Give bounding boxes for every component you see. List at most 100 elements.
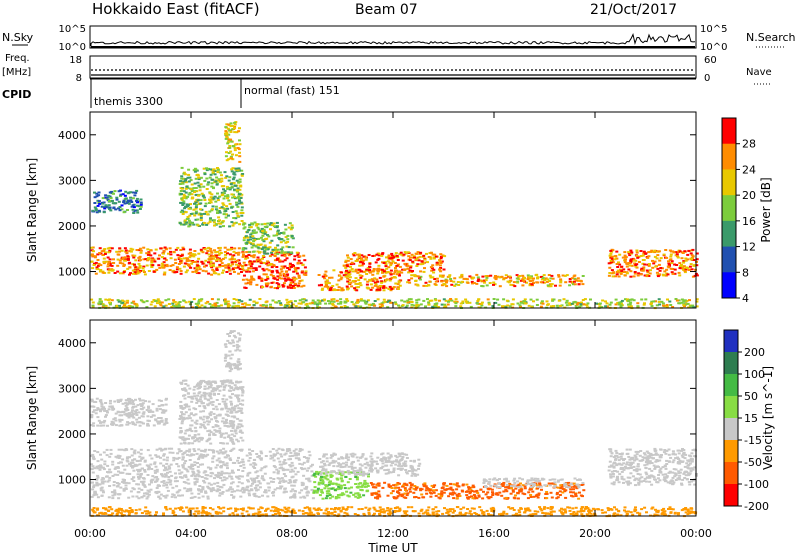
- data-cell: [129, 415, 133, 418]
- data-cell: [194, 177, 198, 180]
- data-cell: [636, 302, 640, 305]
- data-cell: [217, 210, 221, 212]
- data-cell: [339, 298, 343, 301]
- data-cell: [244, 255, 248, 258]
- data-cell: [677, 302, 681, 305]
- data-cell: [271, 250, 275, 253]
- data-cell: [554, 284, 557, 287]
- data-cell: [217, 474, 221, 477]
- data-cell: [226, 141, 230, 144]
- data-cell: [225, 462, 229, 465]
- data-cell: [240, 265, 244, 267]
- data-cell: [535, 298, 539, 301]
- data-cell: [98, 466, 102, 469]
- data-cell: [142, 411, 146, 414]
- data-cell: [488, 282, 492, 284]
- data-cell: [357, 482, 361, 485]
- data-cell: [97, 264, 100, 267]
- data-cell: [257, 275, 261, 278]
- data-cell: [194, 306, 198, 308]
- data-cell: [183, 397, 187, 400]
- data-cell: [207, 272, 211, 275]
- data-cell: [138, 259, 142, 262]
- data-cell: [181, 438, 185, 441]
- data-cell: [175, 463, 179, 465]
- data-cell: [238, 223, 242, 226]
- data-cell: [286, 273, 290, 276]
- data-cell: [427, 303, 431, 306]
- data-cell: [232, 415, 236, 418]
- data-cell: [202, 425, 206, 428]
- data-cell: [365, 269, 369, 272]
- data-cell: [379, 284, 382, 287]
- data-cell: [96, 460, 100, 463]
- data-cell: [154, 248, 158, 251]
- data-cell: [483, 281, 487, 284]
- data-cell: [476, 276, 480, 279]
- data-cell: [163, 264, 167, 267]
- data-cell: [383, 280, 387, 283]
- data-cell: [265, 304, 269, 307]
- data-cell: [275, 251, 279, 254]
- data-cell: [133, 254, 137, 257]
- data-cell: [156, 298, 160, 301]
- data-cell: [246, 486, 249, 489]
- data-cell: [650, 305, 654, 307]
- data-cell: [147, 466, 151, 469]
- data-cell: [118, 304, 121, 307]
- data-cell: [628, 264, 632, 267]
- data-cell: [126, 255, 130, 258]
- data-cell: [233, 147, 237, 150]
- data-cell: [213, 195, 217, 198]
- data-cell: [210, 471, 214, 474]
- data-cell: [111, 199, 114, 202]
- data-cell: [277, 237, 281, 239]
- data-cell: [121, 193, 125, 196]
- data-cell: [181, 177, 185, 180]
- data-cell: [516, 302, 520, 305]
- data-cell: [476, 280, 480, 282]
- data-cell: [105, 454, 109, 457]
- data-cell: [441, 274, 445, 277]
- data-cell: [152, 299, 156, 301]
- data-cell: [647, 255, 651, 258]
- data-cell: [211, 268, 215, 271]
- data-cell: [233, 188, 236, 191]
- data-cell: [386, 271, 390, 273]
- data-cell: [99, 401, 103, 404]
- data-cell: [352, 303, 356, 306]
- data-cell: [135, 249, 139, 251]
- data-cell: [664, 305, 668, 308]
- data-cell: [215, 408, 219, 411]
- data-cell: [343, 487, 347, 490]
- data-cell: [212, 168, 216, 171]
- data-cell: [237, 195, 241, 198]
- data-cell: [117, 470, 120, 473]
- data-cell: [149, 488, 153, 491]
- data-cell: [228, 475, 232, 478]
- data-cell: [219, 222, 223, 225]
- data-cell: [396, 271, 400, 274]
- data-cell: [226, 195, 230, 198]
- data-cell: [196, 473, 200, 476]
- data-cell: [112, 418, 116, 421]
- data-cell: [244, 257, 248, 260]
- data-cell: [628, 303, 632, 306]
- data-cell: [201, 495, 205, 498]
- data-cell: [358, 269, 362, 272]
- data-cell: [285, 245, 289, 248]
- data-cell: [298, 462, 302, 465]
- data-cell: [195, 480, 199, 483]
- data-cell: [283, 487, 287, 490]
- data-cell: [232, 172, 236, 175]
- data-cell: [238, 199, 242, 202]
- data-cell: [229, 411, 233, 414]
- data-cell: [279, 453, 283, 456]
- data-cell: [242, 247, 246, 249]
- data-cell: [267, 235, 271, 238]
- data-cell: [265, 283, 269, 286]
- data-cell: [217, 472, 221, 475]
- data-cell: [118, 250, 122, 253]
- data-cell: [239, 436, 243, 439]
- data-cell: [226, 252, 229, 255]
